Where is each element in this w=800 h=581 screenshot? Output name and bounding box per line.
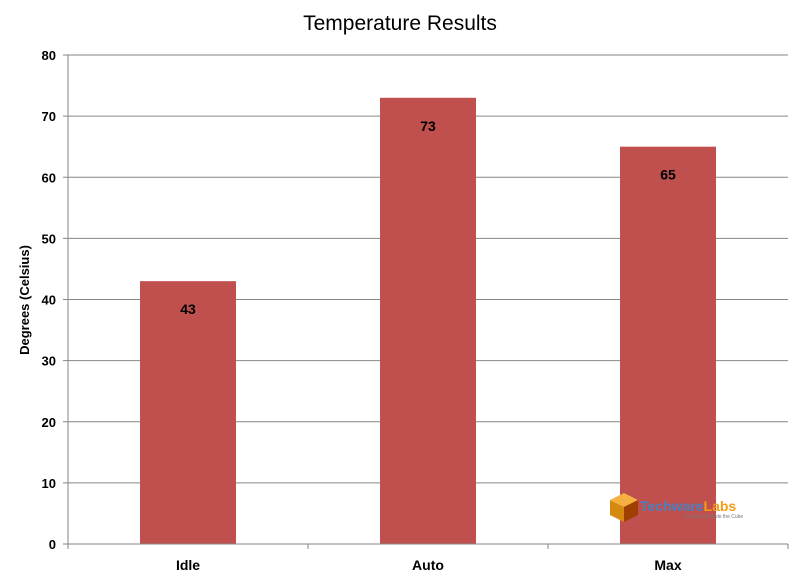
chart-title: Temperature Results	[303, 12, 497, 35]
x-tick-label: Max	[654, 557, 681, 573]
x-axis-labels: Idle Auto Max	[176, 557, 682, 573]
y-tick-label: 30	[42, 354, 56, 369]
bars	[140, 97, 716, 544]
y-tick-label: 0	[49, 537, 56, 552]
data-label: 65	[660, 167, 676, 183]
x-tick-label: Idle	[176, 557, 200, 573]
cube-logo-icon	[610, 493, 638, 522]
bar-auto	[380, 97, 476, 544]
y-tick-label: 10	[42, 476, 56, 491]
y-axis-label: Degrees (Celsius)	[17, 245, 32, 355]
watermark: TechwareLabs Thinking Outside the Cube	[610, 493, 743, 522]
y-tick-label: 60	[42, 170, 56, 185]
data-labels: 43 73 65	[180, 118, 676, 317]
data-label: 73	[420, 118, 436, 134]
watermark-name: TechwareLabs	[640, 498, 736, 514]
y-axis-ticks: 0 10 20 30 40 50 60 70 80	[42, 48, 68, 552]
y-tick-label: 40	[42, 293, 56, 308]
bar-max	[620, 146, 716, 544]
x-tick-label: Auto	[412, 557, 444, 573]
x-axis-ticks	[67, 544, 789, 549]
watermark-tagline: Thinking Outside the Cube	[684, 514, 743, 520]
bar-idle	[140, 281, 236, 544]
y-tick-label: 50	[42, 231, 56, 246]
data-label: 43	[180, 301, 196, 317]
y-tick-label: 20	[42, 415, 56, 430]
y-tick-label: 80	[42, 48, 56, 63]
y-tick-label: 70	[42, 109, 56, 124]
